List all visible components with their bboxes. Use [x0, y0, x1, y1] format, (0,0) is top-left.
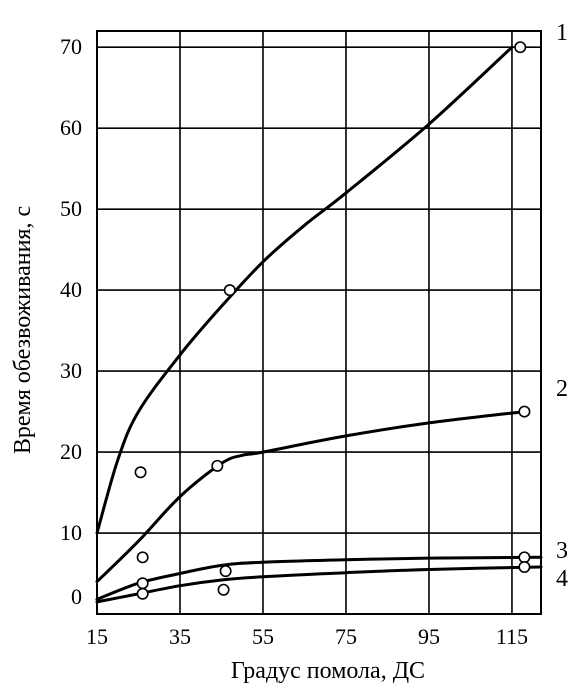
- x-axis-title: Градус помола, ДС: [231, 658, 425, 684]
- curve-3: [95, 555, 543, 601]
- curves: [95, 45, 543, 604]
- data-point-4: [217, 583, 230, 596]
- y-tick-label: 0: [71, 584, 82, 609]
- data-points: [134, 41, 531, 600]
- curve-1: [95, 45, 514, 535]
- curve-label-2: 2: [556, 376, 568, 402]
- x-tick-label: 15: [86, 624, 108, 649]
- x-tick-label: 95: [418, 624, 440, 649]
- y-tick-label: 60: [60, 115, 82, 140]
- data-point-1: [514, 41, 527, 54]
- grid: [96, 30, 542, 615]
- data-point-2: [211, 459, 224, 472]
- data-point-2: [136, 551, 149, 564]
- curve-label-1: 1: [556, 20, 568, 46]
- y-tick-label: 10: [60, 520, 82, 545]
- tick-labels: 15 35 55 75 95 115 0 10 20 30 40 50 60 70: [60, 34, 528, 649]
- y-tick-label: 70: [60, 34, 82, 59]
- y-tick-label: 20: [60, 439, 82, 464]
- data-point-4: [518, 561, 531, 574]
- x-tick-label: 35: [169, 624, 191, 649]
- data-point-1: [223, 284, 236, 297]
- x-tick-label: 55: [252, 624, 274, 649]
- data-point-3: [518, 551, 531, 564]
- y-tick-label: 50: [60, 196, 82, 221]
- data-point-4: [136, 587, 149, 600]
- y-axis-title: Время обезвоживания, с: [10, 206, 36, 454]
- curve-label-3: 3: [556, 538, 568, 564]
- data-point-2: [518, 405, 531, 418]
- curve-labels: 1 2 34: [556, 20, 568, 592]
- x-tick-label: 115: [496, 624, 528, 649]
- curve-4: [95, 565, 543, 604]
- plot-frame: [96, 30, 542, 615]
- curve-label-4: 4: [556, 566, 568, 592]
- data-point-3: [136, 577, 149, 590]
- curve-2: [95, 410, 526, 584]
- y-tick-label: 30: [60, 358, 82, 383]
- y-tick-label: 40: [60, 277, 82, 302]
- x-tick-label: 75: [335, 624, 357, 649]
- data-point-1: [134, 466, 147, 479]
- data-point-3: [219, 565, 232, 578]
